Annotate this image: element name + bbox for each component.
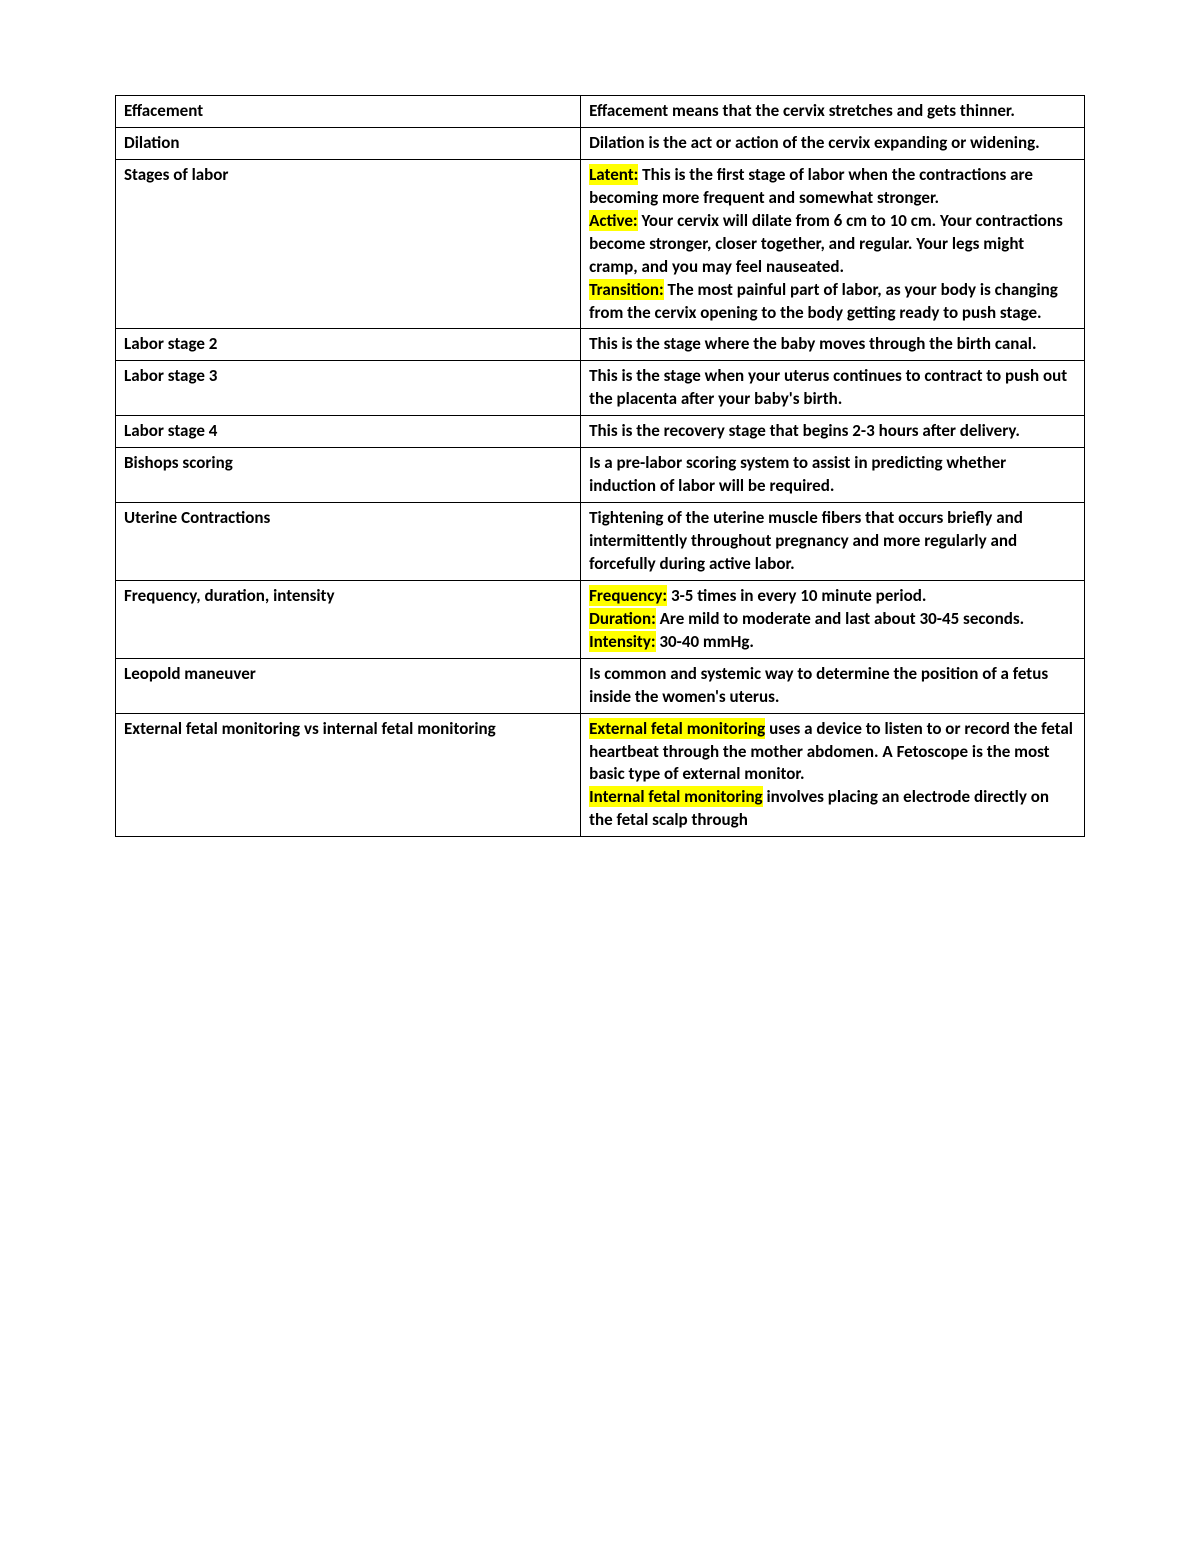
table-row: Uterine ContractionsTightening of the ut…	[116, 503, 1085, 581]
definition-text: Is a pre-labor scoring system to assist …	[589, 452, 1006, 496]
definition-cell: This is the stage when your uterus conti…	[581, 361, 1085, 416]
table-row: Dilation Dilation is the act or action of…	[116, 127, 1085, 159]
table-row: Frequency, duration, intensityFrequency:…	[116, 580, 1085, 658]
definition-text: Is common and systemic way to determine …	[589, 663, 1048, 707]
definition-text: 3-5 times in every 10 minute period.	[667, 585, 926, 606]
highlighted-text: Frequency:	[589, 585, 667, 606]
definition-cell: External fetal monitoring uses a device …	[581, 713, 1085, 837]
table-row: External fetal monitoring vs internal fe…	[116, 713, 1085, 837]
definitions-table: Effacement Effacement means that the cerv…	[115, 95, 1085, 837]
highlighted-text: Internal fetal monitoring	[589, 786, 763, 807]
term-cell: Labor stage 4	[116, 416, 581, 448]
definition-text: Are mild to moderate and last about 30-4…	[656, 608, 1024, 629]
highlighted-text: Duration:	[589, 608, 656, 629]
definition-cell: Tightening of the uterine muscle fibers …	[581, 503, 1085, 581]
term-cell: External fetal monitoring vs internal fe…	[116, 713, 581, 837]
term-cell: Uterine Contractions	[116, 503, 581, 581]
table-row: Stages of laborLatent: This is the first…	[116, 159, 1085, 329]
highlighted-text: Intensity:	[589, 631, 655, 652]
document-page: Effacement Effacement means that the cerv…	[0, 0, 1200, 1553]
table-row: Effacement Effacement means that the cerv…	[116, 96, 1085, 128]
highlighted-text: Transition:	[589, 279, 664, 300]
definition-text: This is the first stage of labor when th…	[589, 164, 1033, 208]
definition-text: Tightening of the uterine muscle fibers …	[589, 507, 1023, 574]
term-cell: Bishops scoring	[116, 448, 581, 503]
definition-text: This is the stage where the baby moves t…	[589, 333, 1036, 354]
table-row: Bishops scoringIs a pre-labor scoring sy…	[116, 448, 1085, 503]
table-row: Labor stage 3This is the stage when your…	[116, 361, 1085, 416]
definition-text: Your cervix will dilate from 6 cm to 10 …	[589, 210, 1063, 277]
term-cell: Labor stage 2	[116, 329, 581, 361]
term-cell: Effacement	[116, 96, 581, 128]
table-row: Leopold maneuverIs common and systemic w…	[116, 658, 1085, 713]
definition-text: This is the recovery stage that begins 2…	[589, 420, 1020, 441]
term-cell: Stages of labor	[116, 159, 581, 329]
definition-cell: Frequency: 3-5 times in every 10 minute …	[581, 580, 1085, 658]
definition-cell: Effacement means that the cervix stretch…	[581, 96, 1085, 128]
highlighted-text: Latent:	[589, 164, 638, 185]
definition-cell: Dilation is the act or action of the cer…	[581, 127, 1085, 159]
definition-text: Effacement means that the cervix stretch…	[589, 100, 1015, 121]
term-cell: Leopold maneuver	[116, 658, 581, 713]
definition-cell: Is a pre-labor scoring system to assist …	[581, 448, 1085, 503]
definition-cell: This is the recovery stage that begins 2…	[581, 416, 1085, 448]
definition-cell: Latent: This is the first stage of labor…	[581, 159, 1085, 329]
term-cell: Frequency, duration, intensity	[116, 580, 581, 658]
highlighted-text: Active:	[589, 210, 638, 231]
definition-cell: Is common and systemic way to determine …	[581, 658, 1085, 713]
definition-text: 30-40 mmHg.	[656, 631, 754, 652]
highlighted-text: External fetal monitoring	[589, 718, 765, 739]
definition-cell: This is the stage where the baby moves t…	[581, 329, 1085, 361]
term-cell: Labor stage 3	[116, 361, 581, 416]
table-row: Labor stage 4 This is the recovery stage …	[116, 416, 1085, 448]
term-cell: Dilation	[116, 127, 581, 159]
table-row: Labor stage 2 This is the stage where the…	[116, 329, 1085, 361]
definitions-table-body: Effacement Effacement means that the cerv…	[116, 96, 1085, 837]
definition-text: This is the stage when your uterus conti…	[589, 365, 1067, 409]
definition-text: Dilation is the act or action of the cer…	[589, 132, 1040, 153]
